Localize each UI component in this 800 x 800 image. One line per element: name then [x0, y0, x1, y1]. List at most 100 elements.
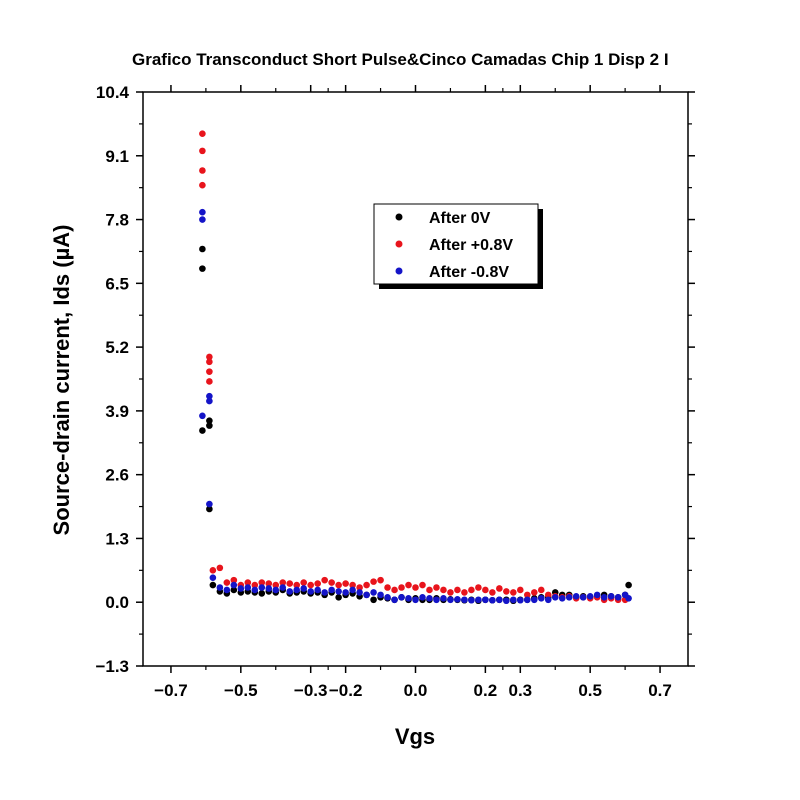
data-point [206, 378, 213, 385]
data-point [209, 567, 217, 574]
data-point [593, 591, 601, 599]
data-point [461, 596, 468, 604]
x-tick-label: −0.2 [329, 681, 363, 700]
data-point [209, 581, 217, 589]
x-tick-label: 0.3 [508, 681, 532, 700]
data-point [272, 586, 280, 594]
data-point [279, 579, 287, 586]
x-tick-label: 0.7 [648, 681, 672, 700]
data-point [286, 588, 294, 595]
y-tick-label: 0.0 [105, 593, 129, 612]
data-point [600, 594, 608, 601]
data-point [544, 596, 552, 604]
data-point [314, 586, 321, 594]
data-point [419, 581, 426, 589]
data-point [475, 596, 482, 604]
data-point [349, 586, 356, 594]
data-point [482, 586, 489, 594]
data-point [258, 579, 266, 586]
data-point [625, 581, 632, 589]
data-point [223, 586, 231, 594]
legend-label-after-plus-0-8v: After +0.8V [429, 237, 513, 254]
data-point [293, 581, 301, 589]
data-point [216, 564, 224, 572]
data-point [419, 594, 426, 601]
x-tick-label: 0.2 [474, 681, 498, 700]
x-tick-label: 0.5 [578, 681, 602, 700]
data-point [384, 584, 391, 591]
legend: After 0V After +0.8V After -0.8V [373, 203, 543, 289]
x-tick-label: −0.7 [154, 681, 188, 700]
data-point [199, 412, 206, 420]
data-point [363, 581, 370, 589]
data-point [206, 368, 213, 375]
data-point [565, 594, 573, 601]
data-point [251, 586, 259, 594]
x-tick-label: −0.3 [294, 681, 328, 700]
legend-marker-after-minus-0-8v [395, 267, 403, 275]
data-point [377, 576, 384, 584]
data-point [440, 586, 447, 594]
data-point [206, 422, 213, 429]
legend-marker-after-plus-0-8v [395, 240, 403, 248]
series-2 [199, 208, 632, 605]
data-point [258, 590, 266, 597]
data-point [370, 596, 377, 604]
data-point [230, 586, 238, 594]
data-point [510, 596, 517, 604]
data-point [454, 586, 461, 594]
data-point [468, 596, 475, 604]
data-point [307, 588, 314, 595]
data-point [199, 167, 206, 174]
data-point [265, 580, 273, 587]
data-point [244, 579, 252, 586]
data-point [206, 500, 213, 508]
data-point [363, 591, 370, 599]
data-point [300, 579, 308, 586]
series-0 [199, 245, 632, 605]
data-point [405, 581, 412, 589]
data-point [391, 596, 398, 604]
data-point [335, 581, 342, 589]
data-point [230, 581, 238, 589]
data-point [206, 353, 213, 361]
data-point [579, 594, 587, 601]
y-axis: −1.3 0.0 1.3 2.6 3.9 5.2 6.5 7.8 9.1 10.4 [95, 83, 695, 676]
series-1 [199, 130, 629, 604]
plot-frame [142, 91, 689, 667]
data-point [314, 580, 321, 587]
data-point [537, 586, 545, 594]
data-point [426, 586, 433, 594]
data-point [199, 245, 206, 253]
y-tick-label: 2.6 [105, 466, 129, 485]
data-point [251, 581, 259, 589]
data-point [586, 593, 594, 600]
data-point [523, 596, 531, 604]
data-point [468, 586, 475, 594]
x-axis-title: Vgs [395, 724, 435, 749]
data-point [530, 596, 538, 604]
data-point [342, 580, 349, 587]
data-point [537, 594, 545, 602]
data-point [328, 586, 335, 594]
data-point [199, 147, 206, 155]
data-point [199, 208, 206, 216]
data-point [398, 584, 405, 591]
data-point [206, 417, 213, 425]
data-point [328, 579, 335, 586]
y-tick-label: 5.2 [105, 338, 129, 357]
data-point [199, 181, 206, 189]
data-point [496, 585, 503, 592]
data-point [447, 596, 454, 604]
data-point [489, 596, 496, 604]
data-point [230, 576, 238, 584]
data-point [209, 574, 217, 581]
data-point [523, 591, 531, 599]
data-point [237, 585, 245, 592]
data-point [293, 586, 301, 594]
data-point [496, 596, 503, 604]
data-point [307, 581, 314, 589]
y-tick-label: 3.9 [105, 402, 129, 421]
data-point [433, 584, 440, 591]
